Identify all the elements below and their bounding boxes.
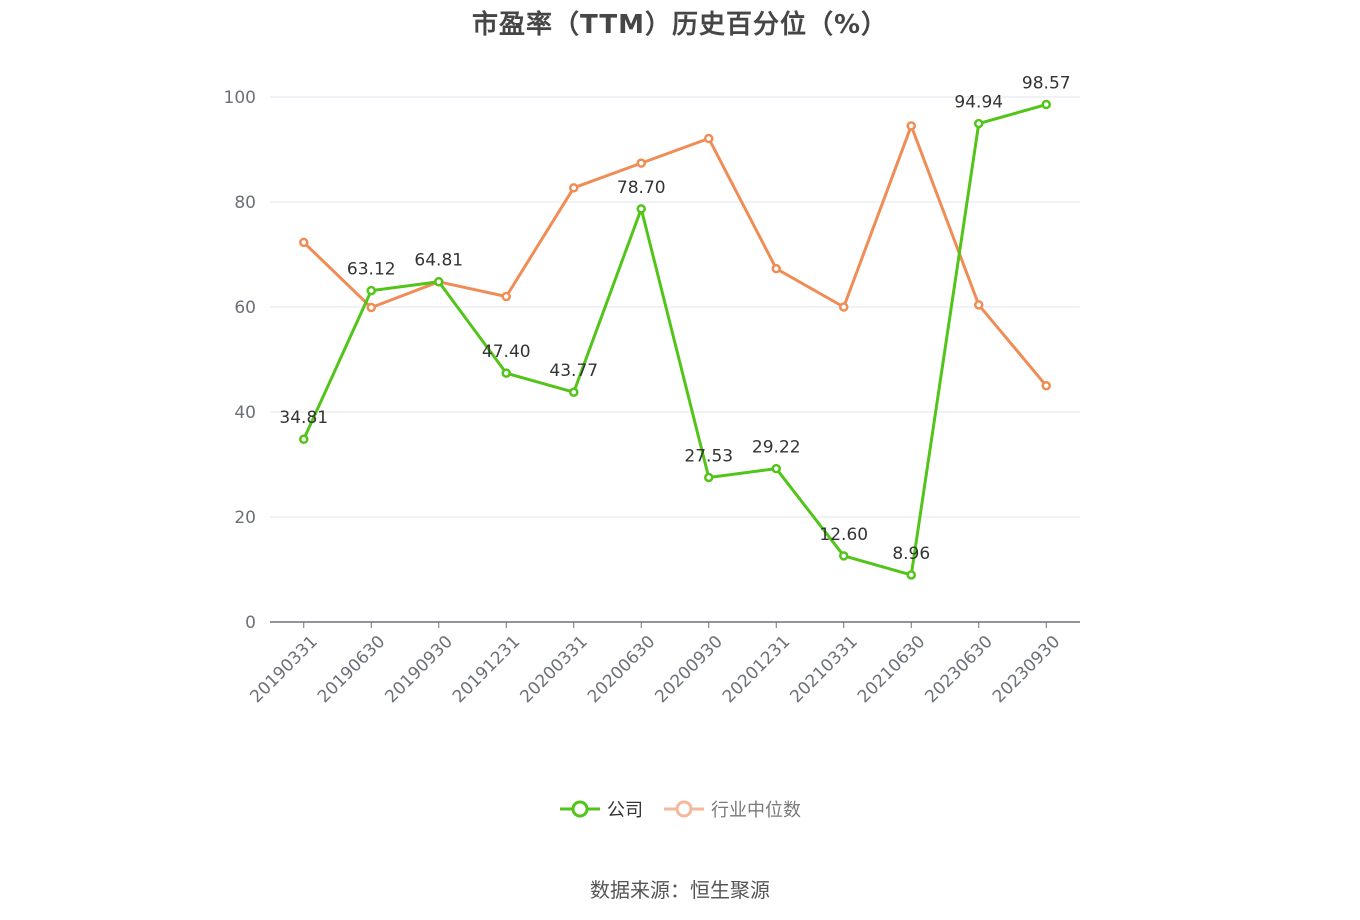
y-tick-label: 60: [234, 298, 256, 318]
legend-label-company: 公司: [607, 800, 643, 821]
series-point: [839, 302, 849, 312]
series-point: [299, 434, 309, 444]
y-tick-label: 40: [234, 403, 256, 423]
legend-item-company[interactable]: 公司: [559, 796, 643, 822]
data-label: 63.12: [347, 260, 396, 280]
series-point: [434, 276, 444, 287]
legend-label-industry: 行业中位数: [711, 800, 801, 821]
data-label: 78.70: [617, 178, 666, 198]
legend-company-icon: [560, 800, 600, 818]
series-point: [1041, 99, 1051, 110]
y-tick-label: 20: [234, 508, 256, 528]
data-label: 98.57: [1022, 74, 1071, 94]
data-label: 64.81: [414, 251, 463, 271]
data-label: 29.22: [752, 438, 801, 458]
x-tick-label: 20190930: [381, 632, 456, 707]
series-point: [569, 387, 579, 397]
series-line: [302, 124, 1048, 387]
series-point: [366, 302, 376, 313]
data-label: 94.94: [954, 93, 1003, 113]
series-point: [906, 570, 916, 580]
series-point: [1041, 381, 1051, 391]
grid-layer: [270, 96, 1080, 518]
series-point: [501, 368, 511, 378]
data-label: 47.40: [482, 342, 531, 362]
x-tick-label: 20200930: [651, 632, 726, 707]
data-label: 8.96: [892, 544, 930, 564]
x-tick-label: 20190630: [314, 632, 389, 707]
data-label-layer: 34.81 63.12 64.81 47.40 43.77 78.70 27.53 29.22…: [279, 74, 1070, 564]
series-0: [299, 99, 1051, 580]
legend-industry-icon: [664, 800, 704, 818]
chart-plot: 0 20 40 60 80 100 2019033120190630201909302019…: [224, 74, 1080, 707]
series-point: [299, 237, 309, 248]
series-point: [771, 263, 781, 274]
legend: 公司 行业中位数: [0, 796, 1360, 822]
y-tick-label: 100: [224, 88, 256, 108]
x-tick-label: 20191231: [449, 632, 524, 707]
y-tick-label: 80: [234, 193, 256, 213]
series-point: [501, 291, 511, 302]
chart-title: 市盈率（TTM）历史百分位（%）: [472, 10, 888, 40]
x-tick-label: 20200331: [516, 632, 591, 707]
x-tick-label: 20200630: [584, 632, 659, 707]
x-tick-label: 20230930: [989, 632, 1064, 707]
series-layer: [299, 99, 1051, 580]
series-line: [302, 103, 1047, 577]
series-point: [704, 472, 714, 483]
series-point: [839, 551, 849, 561]
source-note: 数据来源：恒生聚源: [590, 878, 770, 902]
series-point: [906, 121, 916, 131]
legend-item-industry[interactable]: 行业中位数: [663, 796, 801, 822]
x-tick-label: 20201231: [719, 632, 794, 707]
y-tick-label: 0: [245, 613, 256, 633]
x-tick-label: 20210630: [854, 632, 929, 707]
data-label: 12.60: [819, 525, 868, 545]
series-point: [569, 183, 579, 193]
x-tick-label: 20190331: [246, 632, 321, 707]
series-point: [636, 158, 646, 168]
series-point: [974, 118, 984, 129]
data-label: 34.81: [279, 408, 328, 428]
series-point: [771, 463, 781, 474]
data-label: 43.77: [549, 361, 598, 381]
series-point: [366, 285, 376, 296]
series-point: [636, 204, 646, 214]
series-point: [704, 133, 714, 144]
series-point: [974, 300, 984, 310]
x-tick-label: 20210331: [786, 632, 861, 707]
x-tick-label: 20230630: [921, 632, 996, 707]
data-label: 27.53: [684, 446, 733, 466]
